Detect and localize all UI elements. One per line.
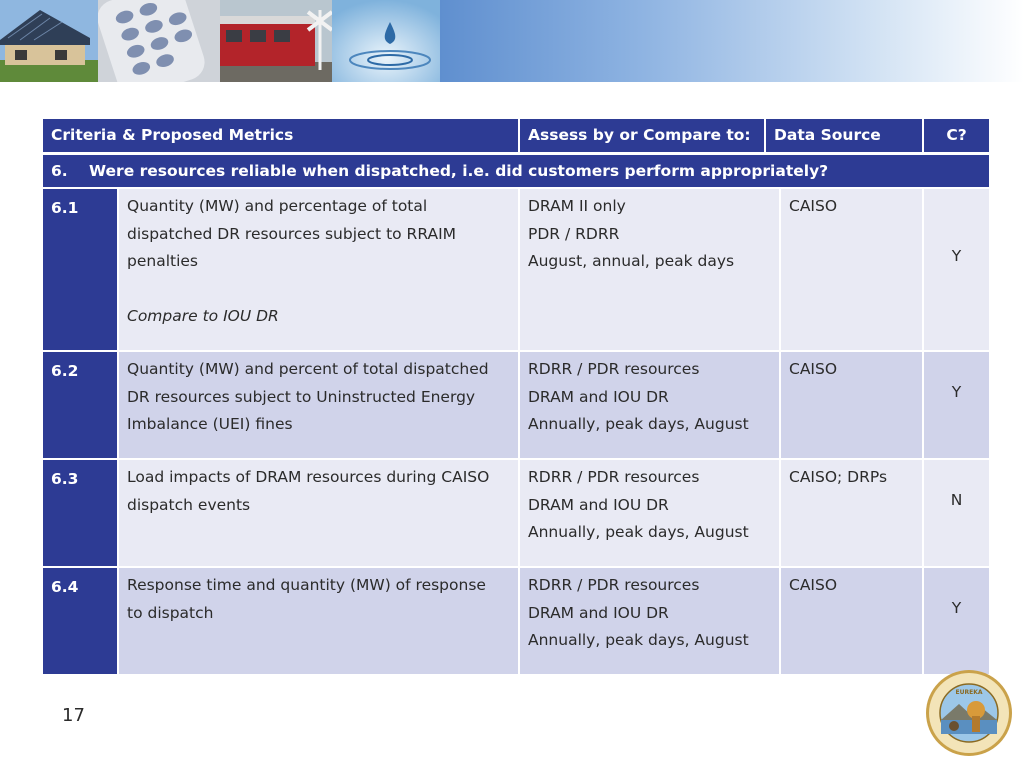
- water-drop-photo: [332, 0, 440, 82]
- assess-line: DRAM II only: [528, 197, 626, 215]
- data-source: CAISO: [789, 360, 838, 378]
- row-id: 6.2: [51, 362, 79, 380]
- assess-line: RDRR / PDR resources: [528, 468, 700, 486]
- assess-line: PDR / RDRR: [528, 224, 620, 243]
- metric-line: Imbalance (UEI) fines: [127, 415, 293, 433]
- assess-cell: RDRR / PDR resources DRAM and IOU DR Ann…: [520, 352, 779, 458]
- assess-line: RDRR / PDR resources: [528, 576, 700, 594]
- table-row: 6.1 Quantity (MW) and percentage of tota…: [43, 189, 989, 350]
- data-source: CAISO: [789, 197, 838, 215]
- header-c-label: C?: [946, 126, 967, 144]
- assess-line: DRAM and IOU DR: [528, 495, 669, 514]
- train-crossing-photo: [220, 0, 332, 82]
- c-cell: N: [924, 460, 989, 566]
- source-cell: CAISO: [781, 189, 922, 350]
- source-cell: CAISO: [781, 568, 922, 674]
- row-id-cell: 6.3: [43, 460, 117, 566]
- section-header: 6. Were resources reliable when dispatch…: [43, 155, 989, 187]
- metric-cell: Quantity (MW) and percentage of total di…: [119, 189, 518, 350]
- metric-cell: Response time and quantity (MW) of respo…: [119, 568, 518, 674]
- source-cell: CAISO: [781, 352, 922, 458]
- data-source: CAISO; DRPs: [789, 468, 888, 486]
- row-id: 6.4: [51, 578, 79, 596]
- banner-gradient: [440, 0, 1024, 82]
- metric-cell: Quantity (MW) and percent of total dispa…: [119, 352, 518, 458]
- metric-line: to dispatch: [127, 603, 214, 622]
- c-flag: Y: [951, 383, 962, 401]
- header-c: C?: [924, 119, 989, 152]
- assess-line: August, annual, peak days: [528, 252, 735, 270]
- phone-keypad-photo: [98, 0, 220, 82]
- table-row: 6.2 Quantity (MW) and percent of total d…: [43, 352, 989, 458]
- row-id-cell: 6.4: [43, 568, 117, 674]
- c-flag: Y: [951, 599, 962, 617]
- section-question: Were resources reliable when dispatched,…: [89, 162, 829, 180]
- header-assess: Assess by or Compare to:: [520, 119, 764, 152]
- header-banner: [0, 0, 1024, 82]
- c-cell: Y: [924, 189, 989, 350]
- header-source-label: Data Source: [774, 126, 881, 144]
- table-row: 6.4 Response time and quantity (MW) of r…: [43, 568, 989, 674]
- solar-house-photo: [0, 0, 98, 82]
- metric-line: DR resources subject to Uninstructed Ene…: [127, 387, 476, 406]
- section-number: 6.: [51, 162, 68, 180]
- header-criteria-label: Criteria & Proposed Metrics: [51, 126, 294, 144]
- c-cell: Y: [924, 352, 989, 458]
- metric-note: Compare to IOU DR: [127, 307, 279, 325]
- assess-cell: DRAM II only PDR / RDRR August, annual, …: [520, 189, 779, 350]
- metric-line: dispatched DR resources subject to RRAIM: [127, 224, 457, 243]
- assess-line: Annually, peak days, August: [528, 631, 749, 649]
- state-seal-icon: EUREKA: [924, 668, 1014, 762]
- assess-line: DRAM and IOU DR: [528, 603, 669, 622]
- source-cell: CAISO; DRPs: [781, 460, 922, 566]
- assess-line: DRAM and IOU DR: [528, 387, 669, 406]
- table-row: 6.3 Load impacts of DRAM resources durin…: [43, 460, 989, 566]
- header-criteria: Criteria & Proposed Metrics: [43, 119, 518, 152]
- metric-line: Load impacts of DRAM resources during CA…: [127, 468, 490, 486]
- assess-cell: RDRR / PDR resources DRAM and IOU DR Ann…: [520, 568, 779, 674]
- header-data-source: Data Source: [766, 119, 922, 152]
- metric-cell: Load impacts of DRAM resources during CA…: [119, 460, 518, 566]
- row-id-cell: 6.1: [43, 189, 117, 350]
- row-id-cell: 6.2: [43, 352, 117, 458]
- assess-cell: RDRR / PDR resources DRAM and IOU DR Ann…: [520, 460, 779, 566]
- assess-line: RDRR / PDR resources: [528, 360, 700, 378]
- assess-line: Annually, peak days, August: [528, 415, 749, 433]
- row-id: 6.3: [51, 470, 79, 488]
- page-number: 17: [62, 705, 85, 726]
- c-cell: Y: [924, 568, 989, 674]
- metric-line: penalties: [127, 252, 198, 270]
- metric-line: Response time and quantity (MW) of respo…: [127, 576, 486, 594]
- row-id: 6.1: [51, 199, 79, 217]
- metric-line: Quantity (MW) and percentage of total: [127, 197, 428, 215]
- data-source: CAISO: [789, 576, 838, 594]
- header-assess-label: Assess by or Compare to:: [528, 126, 751, 144]
- metric-line: dispatch events: [127, 495, 251, 514]
- c-flag: N: [950, 491, 963, 509]
- svg-text:EUREKA: EUREKA: [956, 689, 983, 696]
- assess-line: Annually, peak days, August: [528, 523, 749, 541]
- metric-line: Quantity (MW) and percent of total dispa…: [127, 360, 489, 378]
- c-flag: Y: [951, 247, 962, 265]
